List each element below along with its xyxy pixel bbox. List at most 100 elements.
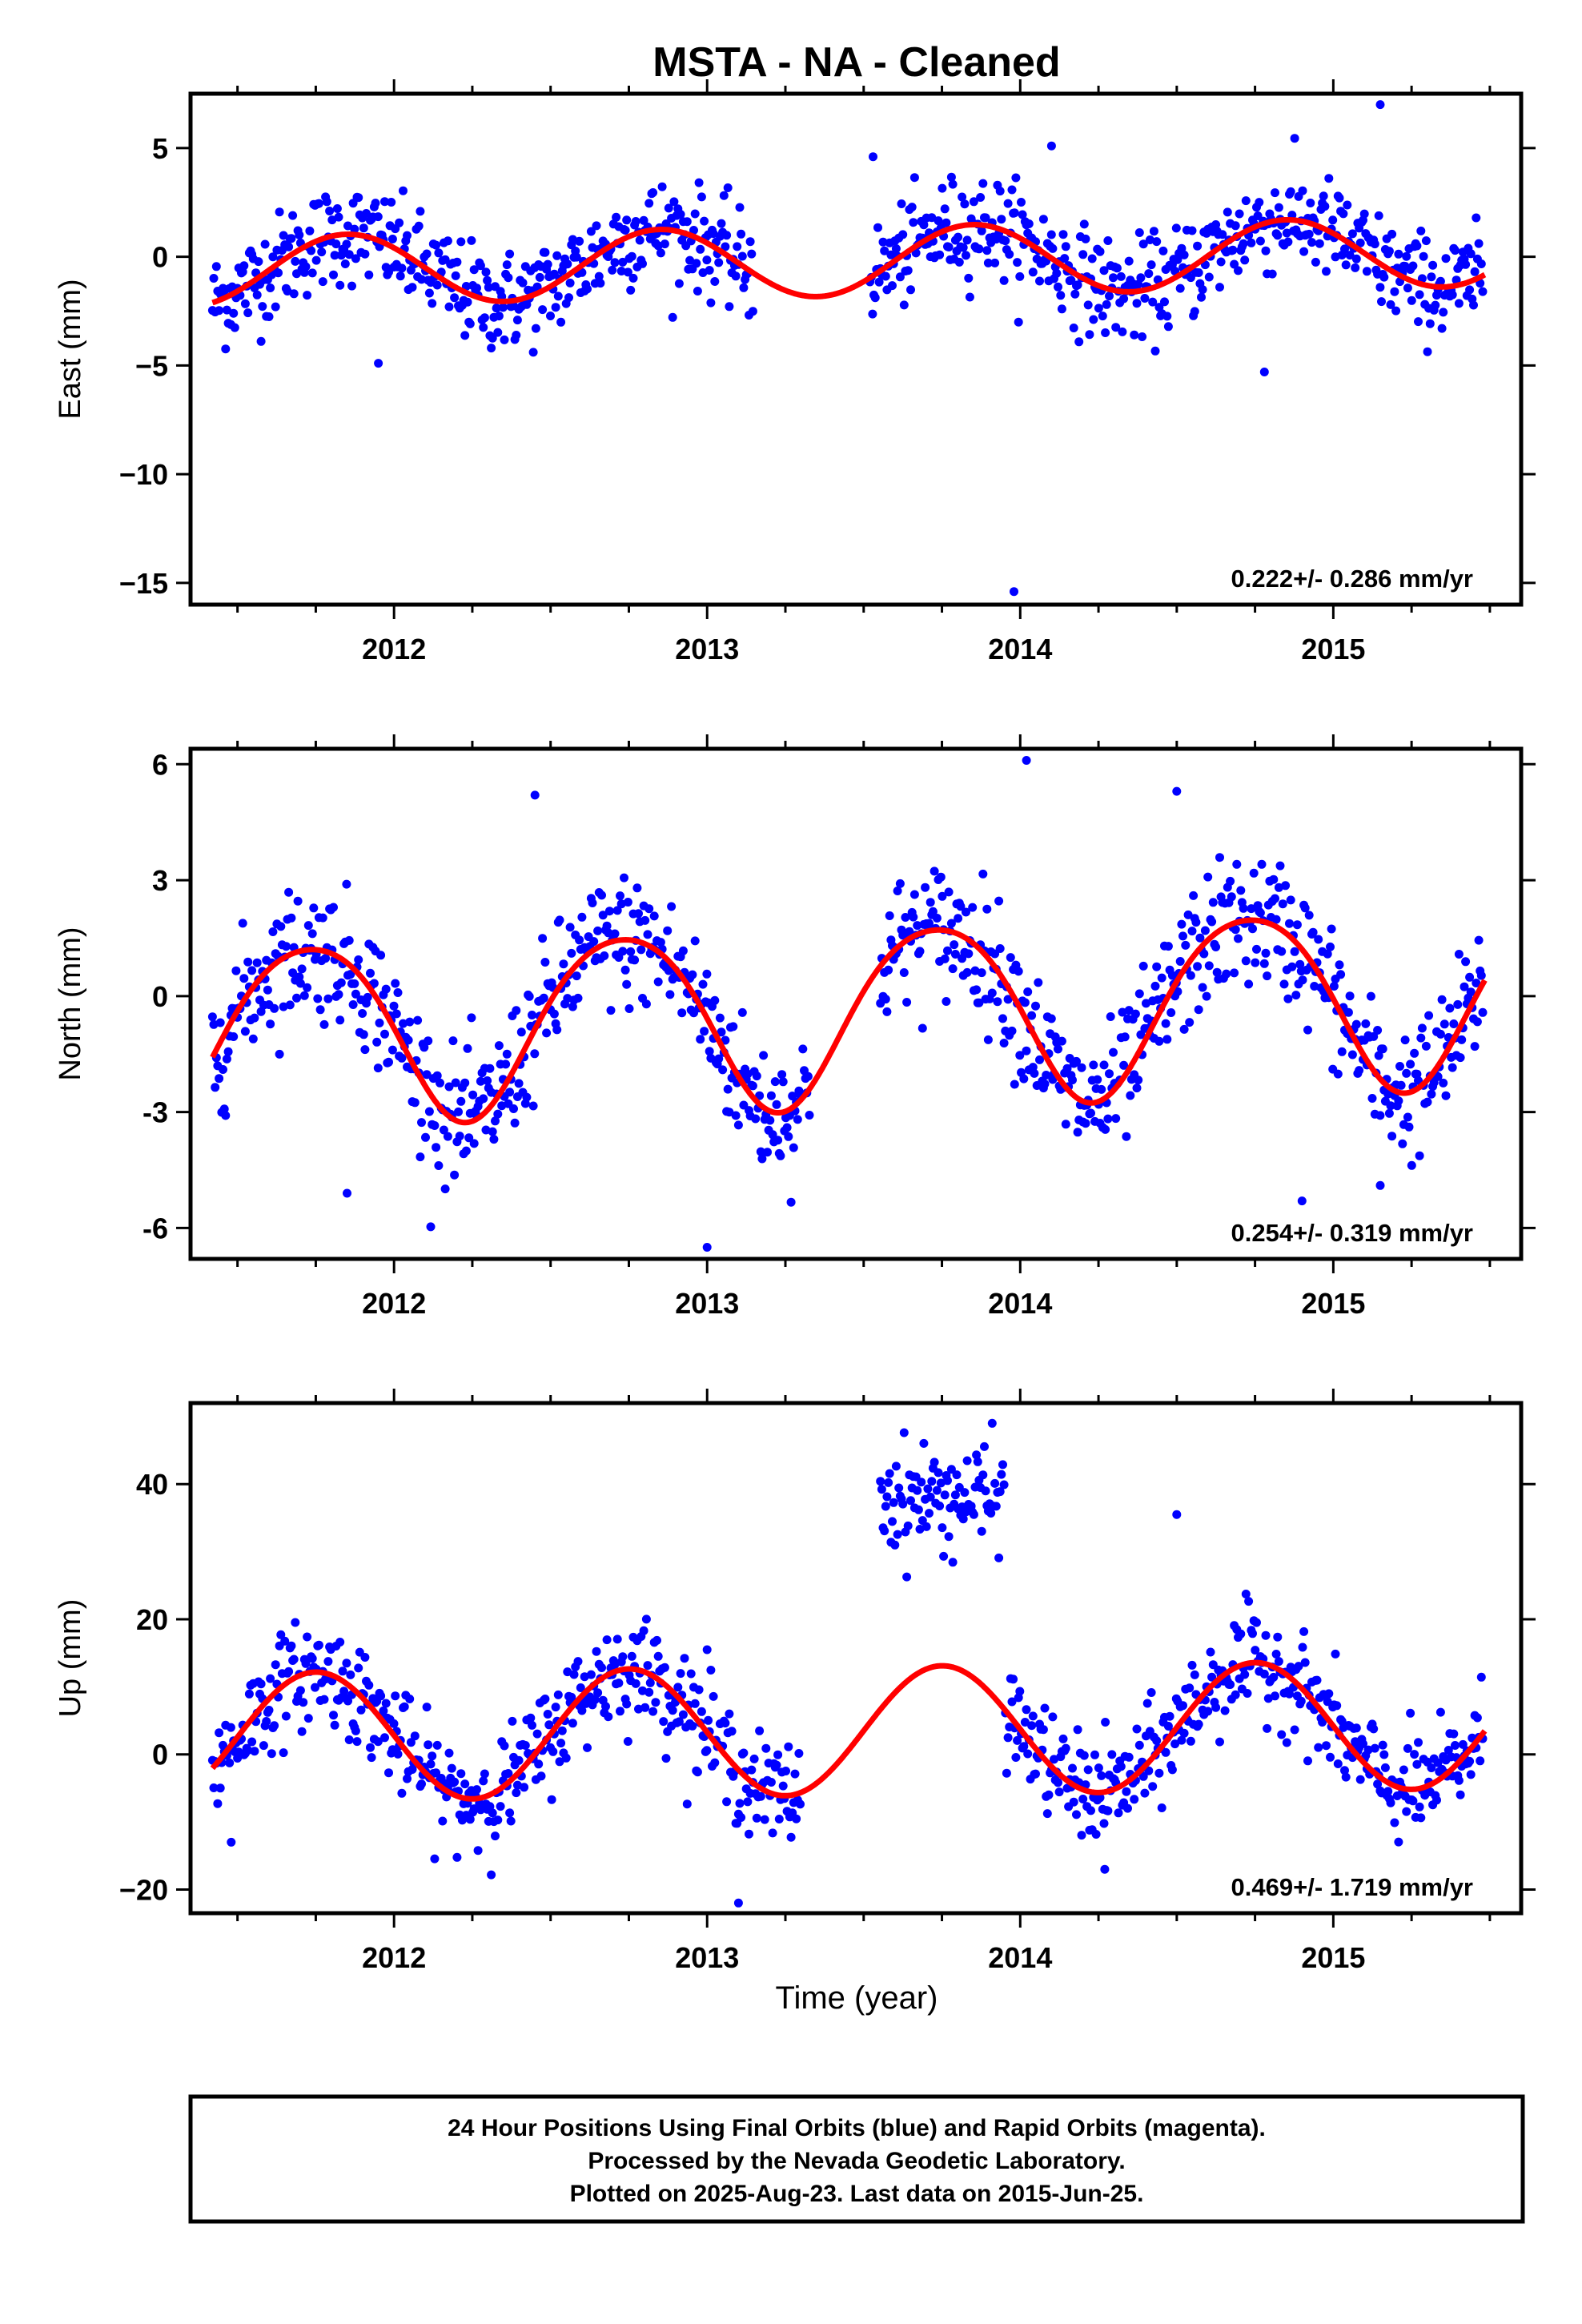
data-point	[569, 1670, 579, 1679]
data-point	[538, 934, 548, 943]
data-point	[397, 1788, 407, 1798]
data-point	[1461, 259, 1471, 269]
data-point	[520, 1783, 529, 1792]
data-point	[1255, 908, 1265, 918]
data-point	[626, 947, 636, 956]
data-point	[1395, 1062, 1404, 1071]
data-point	[620, 965, 630, 975]
data-point	[1124, 1006, 1134, 1015]
data-point	[748, 307, 757, 316]
data-point	[551, 303, 560, 312]
data-point	[325, 207, 335, 215]
data-point	[1366, 991, 1375, 1001]
data-point	[1271, 1650, 1281, 1659]
data-point	[1007, 1697, 1017, 1707]
data-point	[1194, 1005, 1203, 1015]
data-point	[721, 1719, 730, 1728]
data-point	[1003, 199, 1013, 208]
data-point	[416, 1152, 425, 1162]
data-point	[393, 1749, 403, 1759]
data-point	[731, 1111, 741, 1120]
data-point-outlier	[530, 790, 540, 800]
data-point	[1378, 1044, 1387, 1054]
data-point	[239, 974, 249, 983]
data-point	[634, 909, 643, 919]
data-point	[1078, 250, 1088, 259]
data-point	[289, 289, 299, 299]
data-point	[1031, 1001, 1040, 1011]
data-point	[685, 255, 695, 265]
data-point	[1038, 215, 1048, 224]
y-axis-label: East (mm)	[54, 279, 87, 419]
data-point	[223, 1047, 233, 1056]
data-point	[240, 299, 250, 308]
data-point	[1106, 1012, 1115, 1021]
data-point	[737, 1813, 746, 1822]
data-point	[354, 1663, 363, 1673]
data-point	[256, 1679, 266, 1689]
data-point	[598, 911, 608, 920]
data-point	[480, 313, 489, 323]
data-point	[340, 259, 350, 268]
data-point	[624, 1004, 634, 1013]
data-point	[553, 292, 563, 301]
data-point	[502, 260, 512, 270]
data-point	[501, 1059, 511, 1069]
data-point	[1014, 317, 1023, 327]
data-point	[1458, 1739, 1468, 1749]
data-point	[1303, 1756, 1312, 1766]
data-point	[697, 192, 706, 202]
data-point	[870, 293, 880, 303]
data-point	[1161, 1019, 1170, 1028]
data-point	[1138, 332, 1147, 341]
data-point	[873, 223, 882, 232]
data-point	[998, 1014, 1007, 1023]
data-point	[874, 277, 884, 287]
data-point	[1402, 251, 1411, 261]
data-point	[935, 250, 945, 259]
data-point	[1329, 982, 1339, 991]
data-point	[1103, 1114, 1113, 1124]
data-point	[778, 1781, 788, 1791]
data-point	[1070, 289, 1080, 299]
data-point	[1161, 1747, 1170, 1757]
data-point	[1206, 1647, 1215, 1657]
data-point	[1228, 245, 1238, 255]
data-point	[739, 1748, 749, 1758]
data-point	[335, 1638, 345, 1647]
data-point	[1010, 208, 1019, 218]
data-point	[1048, 243, 1058, 253]
data-point	[350, 224, 359, 234]
data-point	[1370, 1743, 1379, 1753]
data-point	[452, 257, 462, 267]
data-point	[1114, 1808, 1123, 1818]
data-point	[1437, 995, 1447, 1004]
data-point	[1361, 1019, 1371, 1028]
data-point	[322, 197, 331, 207]
data-point	[723, 1084, 733, 1094]
footer-line-1: 24 Hour Positions Using Final Orbits (bl…	[448, 2115, 1266, 2141]
data-point	[1162, 1035, 1172, 1044]
data-point	[986, 1509, 996, 1518]
data-point-outlier	[702, 1645, 712, 1655]
data-point	[1186, 971, 1195, 980]
data-point	[664, 966, 673, 975]
data-point	[424, 288, 434, 298]
data-point	[980, 1441, 989, 1451]
data-point	[354, 193, 363, 203]
data-point	[395, 218, 404, 227]
data-point	[221, 1111, 231, 1120]
data-point	[705, 1047, 714, 1056]
plot-frame	[188, 91, 1524, 607]
data-point	[373, 1737, 383, 1747]
data-point	[1453, 999, 1463, 1009]
data-point	[465, 1815, 475, 1824]
data-point	[380, 197, 389, 207]
data-point	[898, 230, 908, 239]
y-axis-label: North (mm)	[54, 927, 87, 1080]
data-point	[516, 1027, 526, 1037]
data-point	[1222, 969, 1231, 979]
data-point	[1101, 328, 1110, 337]
data-point	[1324, 1689, 1334, 1699]
y-tick-label: 6	[152, 748, 168, 781]
